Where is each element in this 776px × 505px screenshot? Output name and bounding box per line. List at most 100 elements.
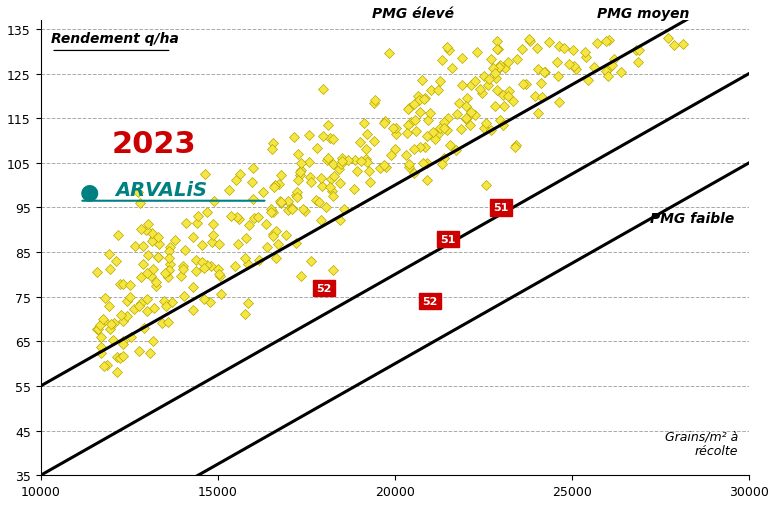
- Point: [567, 47, 580, 55]
- Point: [373, 164, 386, 172]
- Point: [291, 194, 303, 202]
- Point: [178, 292, 190, 300]
- Point: [187, 234, 199, 242]
- Point: [108, 319, 120, 327]
- Point: [293, 172, 306, 180]
- Point: [455, 126, 467, 134]
- Point: [142, 251, 154, 260]
- Point: [289, 239, 302, 247]
- Point: [487, 65, 499, 73]
- Point: [324, 135, 336, 143]
- Point: [295, 272, 307, 280]
- Point: [132, 189, 144, 197]
- Point: [497, 92, 509, 100]
- Point: [453, 99, 466, 108]
- Point: [361, 159, 373, 167]
- Point: [275, 198, 287, 207]
- Point: [241, 299, 254, 307]
- Point: [133, 302, 145, 311]
- Point: [101, 361, 113, 369]
- Point: [113, 281, 126, 289]
- Point: [493, 64, 505, 72]
- Point: [407, 146, 420, 154]
- Point: [334, 217, 346, 225]
- Point: [104, 266, 116, 274]
- Point: [303, 159, 315, 167]
- Point: [146, 237, 158, 245]
- Point: [348, 185, 361, 193]
- Point: [667, 42, 680, 50]
- Point: [295, 166, 307, 174]
- Point: [338, 206, 351, 214]
- Point: [117, 280, 130, 288]
- Point: [431, 130, 444, 138]
- Point: [164, 261, 176, 269]
- Point: [322, 155, 334, 163]
- Point: [424, 110, 436, 118]
- Point: [600, 38, 612, 46]
- Point: [466, 82, 478, 90]
- Point: [335, 154, 348, 162]
- Point: [369, 96, 382, 105]
- Point: [389, 146, 401, 154]
- Point: [110, 369, 123, 377]
- Point: [196, 242, 209, 250]
- Point: [229, 262, 241, 270]
- Point: [260, 221, 272, 229]
- Point: [588, 64, 601, 72]
- Point: [252, 214, 265, 222]
- Point: [233, 216, 245, 224]
- Point: [247, 165, 259, 173]
- Text: ●: ●: [79, 182, 99, 202]
- Point: [333, 166, 345, 174]
- Point: [140, 226, 152, 234]
- Point: [147, 304, 160, 312]
- Point: [153, 241, 165, 249]
- Point: [502, 92, 514, 100]
- Point: [558, 45, 570, 53]
- Point: [239, 310, 251, 318]
- Point: [459, 115, 472, 123]
- Point: [497, 103, 510, 111]
- Point: [291, 188, 303, 196]
- Text: 52: 52: [423, 296, 438, 307]
- Point: [524, 38, 536, 46]
- Point: [295, 159, 307, 167]
- Point: [360, 146, 372, 154]
- Point: [408, 100, 421, 109]
- Point: [97, 315, 109, 323]
- Point: [176, 262, 189, 270]
- Point: [360, 155, 372, 163]
- Point: [414, 143, 426, 152]
- Point: [257, 188, 269, 196]
- Point: [491, 66, 504, 74]
- Point: [532, 110, 544, 118]
- Text: 52: 52: [317, 283, 331, 293]
- Point: [252, 257, 265, 265]
- Point: [150, 238, 162, 246]
- Point: [507, 98, 519, 106]
- Point: [117, 318, 130, 326]
- Point: [245, 179, 258, 187]
- Point: [145, 272, 158, 280]
- Point: [315, 217, 327, 225]
- Point: [400, 152, 412, 160]
- Point: [471, 48, 483, 57]
- Point: [477, 73, 490, 81]
- Point: [550, 59, 563, 67]
- Point: [538, 69, 550, 77]
- Point: [341, 157, 354, 165]
- Point: [632, 59, 644, 67]
- Point: [196, 259, 208, 267]
- Point: [206, 231, 219, 239]
- Point: [207, 197, 220, 206]
- Point: [444, 141, 456, 149]
- Point: [199, 171, 211, 179]
- Text: PMG faible: PMG faible: [650, 212, 734, 226]
- Point: [141, 296, 154, 304]
- Point: [326, 187, 338, 195]
- Text: Grains/m² à
récolte: Grains/m² à récolte: [665, 429, 739, 457]
- Point: [282, 207, 294, 215]
- Point: [491, 38, 504, 46]
- Point: [384, 152, 397, 160]
